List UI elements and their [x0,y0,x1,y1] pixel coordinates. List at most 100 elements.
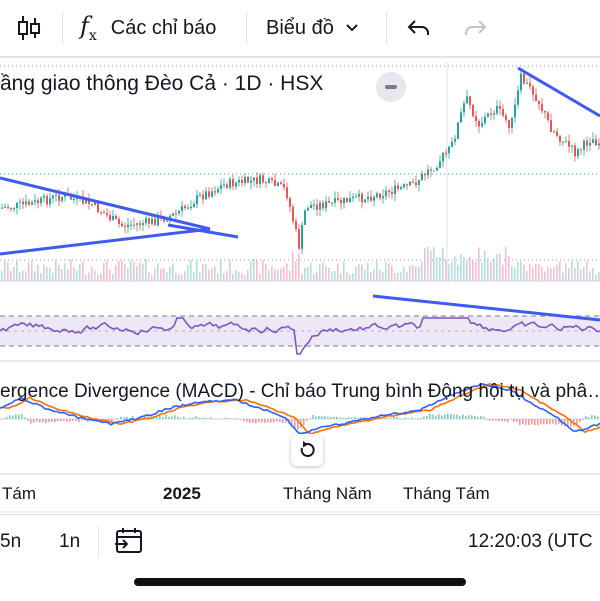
volume-bar [481,262,483,281]
macd-histogram-bar [249,419,251,423]
volume-bar [418,266,420,281]
chart-canvas[interactable] [0,56,600,514]
reset-chart-button[interactable] [291,434,323,466]
volume-bar [565,263,567,281]
candle-body [7,206,9,208]
macd-histogram-bar [450,413,452,419]
volume-bar [340,273,342,281]
macd-histogram-bar [318,415,320,419]
candle-body [13,207,15,209]
candle-body [502,108,504,116]
candle-body [463,103,465,113]
candle-body [322,202,324,209]
volume-bar [397,272,399,281]
candle-body [214,191,216,193]
candle-body [190,207,192,209]
candle-body [271,178,273,180]
interval-1n-button[interactable]: 1n [59,531,81,552]
candle-body [100,212,102,214]
volume-bar [64,263,66,281]
candle-body [328,201,330,203]
volume-bar [484,250,486,281]
macd-histogram-bar [159,415,161,419]
toolbar-divider [386,12,387,44]
macd-histogram-bar [261,419,263,423]
macd-histogram-bar [276,419,278,422]
macd-histogram-bar [99,419,101,420]
macd-histogram-bar [459,416,461,419]
candle-body [148,218,150,224]
clock-timezone[interactable]: 12:20:03 (UTC [468,531,593,552]
candle-body [523,73,525,84]
volume-bar [13,267,15,281]
volume-bar [280,268,282,281]
collapse-legend-button[interactable] [376,72,406,102]
macd-histogram-bar [231,418,233,420]
macd-histogram-bar [390,417,392,419]
volume-bar [268,269,270,281]
interval-5n-button[interactable]: 5n [0,531,22,552]
volume-bar [595,274,597,281]
volume-bar [232,274,234,281]
volume-bar [394,273,396,281]
volume-bar [574,267,576,281]
candle-body [283,184,285,188]
volume-bar [493,258,495,281]
volume-bar [457,264,459,281]
macd-histogram-bar [6,416,8,419]
macd-histogram-bar [498,419,500,421]
volume-bar [403,267,405,281]
volume-bar [460,254,462,281]
candle-body [355,196,357,198]
macd-histogram-bar [75,419,77,421]
trendline-lower-left [0,227,211,256]
candlestick-icon[interactable] [16,0,42,56]
volume-bar [85,274,87,281]
volume-bar [121,260,123,281]
go-to-date-icon[interactable] [114,527,144,560]
candle-body [493,113,495,115]
volume-bar [262,259,264,281]
redo-icon[interactable] [462,0,488,56]
candle-body [85,199,87,204]
volume-bar [385,261,387,281]
volume-bar [148,272,150,281]
candle-body [595,139,597,146]
volume-bar [526,270,528,281]
candle-body [226,184,228,188]
candle-body [43,196,45,198]
volume-bar [376,260,378,281]
indicators-button[interactable]: fx Các chỉ báo [80,0,216,56]
undo-icon[interactable] [406,0,432,56]
macd-histogram-bar [417,418,419,419]
candle-body [61,196,63,201]
volume-bar [166,272,168,281]
candle-body [187,207,189,209]
macd-histogram-bar [567,419,569,426]
macd-histogram-bar [201,418,203,419]
volume-bar [226,271,228,281]
volume-bar [136,266,138,281]
volume-bar [19,271,21,281]
chart-type-dropdown[interactable]: Biểu đồ [266,0,360,56]
volume-bar [313,273,315,281]
candle-body [511,117,513,128]
candle-body [298,229,300,249]
candle-body [337,198,339,201]
home-indicator [134,578,466,586]
candle-body [265,182,267,184]
volume-bar [142,263,144,281]
trendline-extension [167,223,239,239]
macd-histogram-bar [495,419,497,421]
volume-bar [529,263,531,281]
candle-body [103,212,105,214]
volume-bar [124,264,126,281]
macd-histogram-bar [393,416,395,419]
macd-histogram-bar [480,415,482,419]
macd-histogram-bar [60,419,62,422]
candle-body [436,167,438,171]
candle-body [313,204,315,206]
volume-bar [94,270,96,281]
candle-body [16,202,18,208]
volume-bar [70,259,72,281]
